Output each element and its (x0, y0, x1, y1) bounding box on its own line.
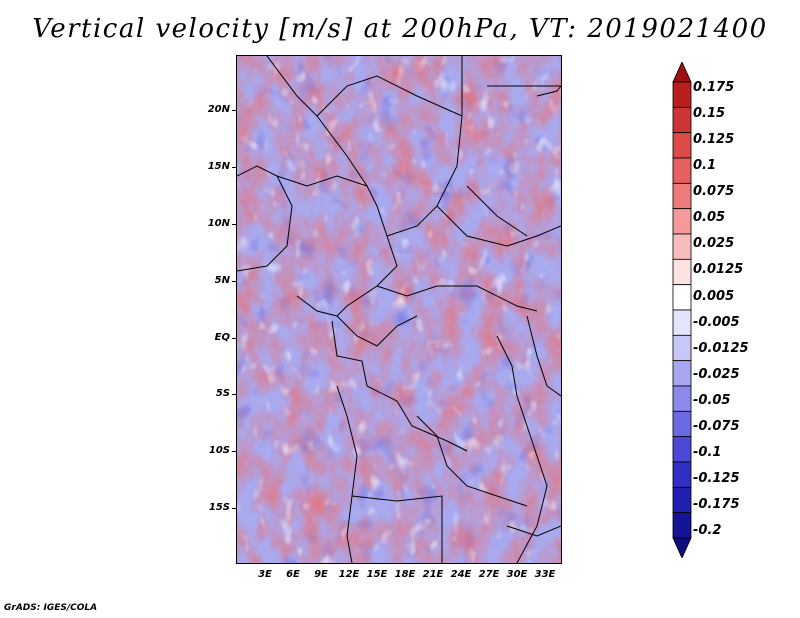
colorbar-label: -0.05 (693, 393, 731, 408)
colorbar-label: -0.1 (693, 445, 722, 460)
colorbar-segment (672, 486, 692, 514)
colorbar-label: 0.025 (693, 236, 735, 251)
colorbar-segment (672, 132, 692, 159)
colorbar-segment (672, 334, 692, 362)
colorbar-segment (672, 284, 692, 311)
lat-label-10n: 10N (207, 218, 230, 229)
lon-label-9e: 9E (314, 569, 328, 580)
colorbar (672, 62, 692, 558)
colorbar-label: 0.005 (693, 289, 735, 304)
lat-label-5s: 5S (215, 388, 230, 399)
colorbar-segment (672, 385, 692, 412)
velocity-map (236, 55, 562, 564)
colorbar-label: -0.175 (693, 497, 740, 512)
lat-tick (232, 394, 236, 395)
lon-label-21e: 21E (422, 569, 444, 580)
colorbar-label: 0.075 (693, 184, 735, 199)
colorbar-segment (672, 410, 692, 438)
colorbar-segment (672, 360, 692, 387)
lat-tick (232, 224, 236, 225)
colorbar-label: 0.175 (693, 80, 735, 95)
lat-label-15s: 15S (208, 502, 230, 513)
lon-label-6e: 6E (286, 569, 300, 580)
colorbar-segment (672, 182, 692, 210)
colorbar-label: -0.075 (693, 419, 740, 434)
lat-tick (232, 508, 236, 509)
lon-label-12e: 12E (338, 569, 360, 580)
colorbar-label: -0.125 (693, 471, 740, 486)
lat-tick (232, 451, 236, 452)
colorbar-segment (672, 208, 692, 235)
colorbar-segment (672, 436, 692, 463)
lat-tick (232, 167, 236, 168)
colorbar-label: 0.05 (693, 210, 726, 225)
map-field (237, 56, 561, 563)
lat-tick (232, 281, 236, 282)
lon-label-33e: 33E (534, 569, 556, 580)
colorbar-label: -0.025 (693, 367, 740, 382)
colorbar-segment (672, 258, 692, 286)
lat-tick (232, 338, 236, 339)
lat-label-20n: 20N (207, 104, 230, 115)
colorbar-label: 0.1 (693, 158, 717, 173)
colorbar-segment (672, 512, 692, 539)
colorbar-segment (672, 309, 692, 336)
credit-text: GrADS: IGES/COLA (4, 603, 98, 613)
colorbar-segment (672, 537, 692, 558)
lat-label-5n: 5N (214, 275, 230, 286)
colorbar-segment (672, 461, 692, 488)
colorbar-segment (672, 62, 692, 83)
lon-label-18e: 18E (394, 569, 416, 580)
colorbar-label: 0.0125 (693, 262, 744, 277)
country-borders (237, 56, 561, 563)
colorbar-segment (672, 106, 692, 134)
colorbar-label: -0.0125 (693, 341, 749, 356)
colorbar-label: -0.005 (693, 315, 740, 330)
lon-label-15e: 15E (366, 569, 388, 580)
lon-label-27e: 27E (478, 569, 500, 580)
colorbar-label: 0.15 (693, 106, 726, 121)
lat-label-10s: 10S (208, 445, 230, 456)
colorbar-label: -0.2 (693, 523, 722, 538)
colorbar-segment (672, 157, 692, 184)
lon-label-3e: 3E (258, 569, 272, 580)
chart-title: Vertical velocity [m/s] at 200hPa, VT: 2… (32, 14, 768, 44)
lat-tick (232, 110, 236, 111)
lat-label-eq: EQ (214, 332, 230, 343)
lon-label-30e: 30E (506, 569, 528, 580)
lat-label-15n: 15N (207, 161, 230, 172)
colorbar-label: 0.125 (693, 132, 735, 147)
colorbar-segment (672, 81, 692, 108)
lon-label-24e: 24E (450, 569, 472, 580)
colorbar-segment (672, 233, 692, 260)
